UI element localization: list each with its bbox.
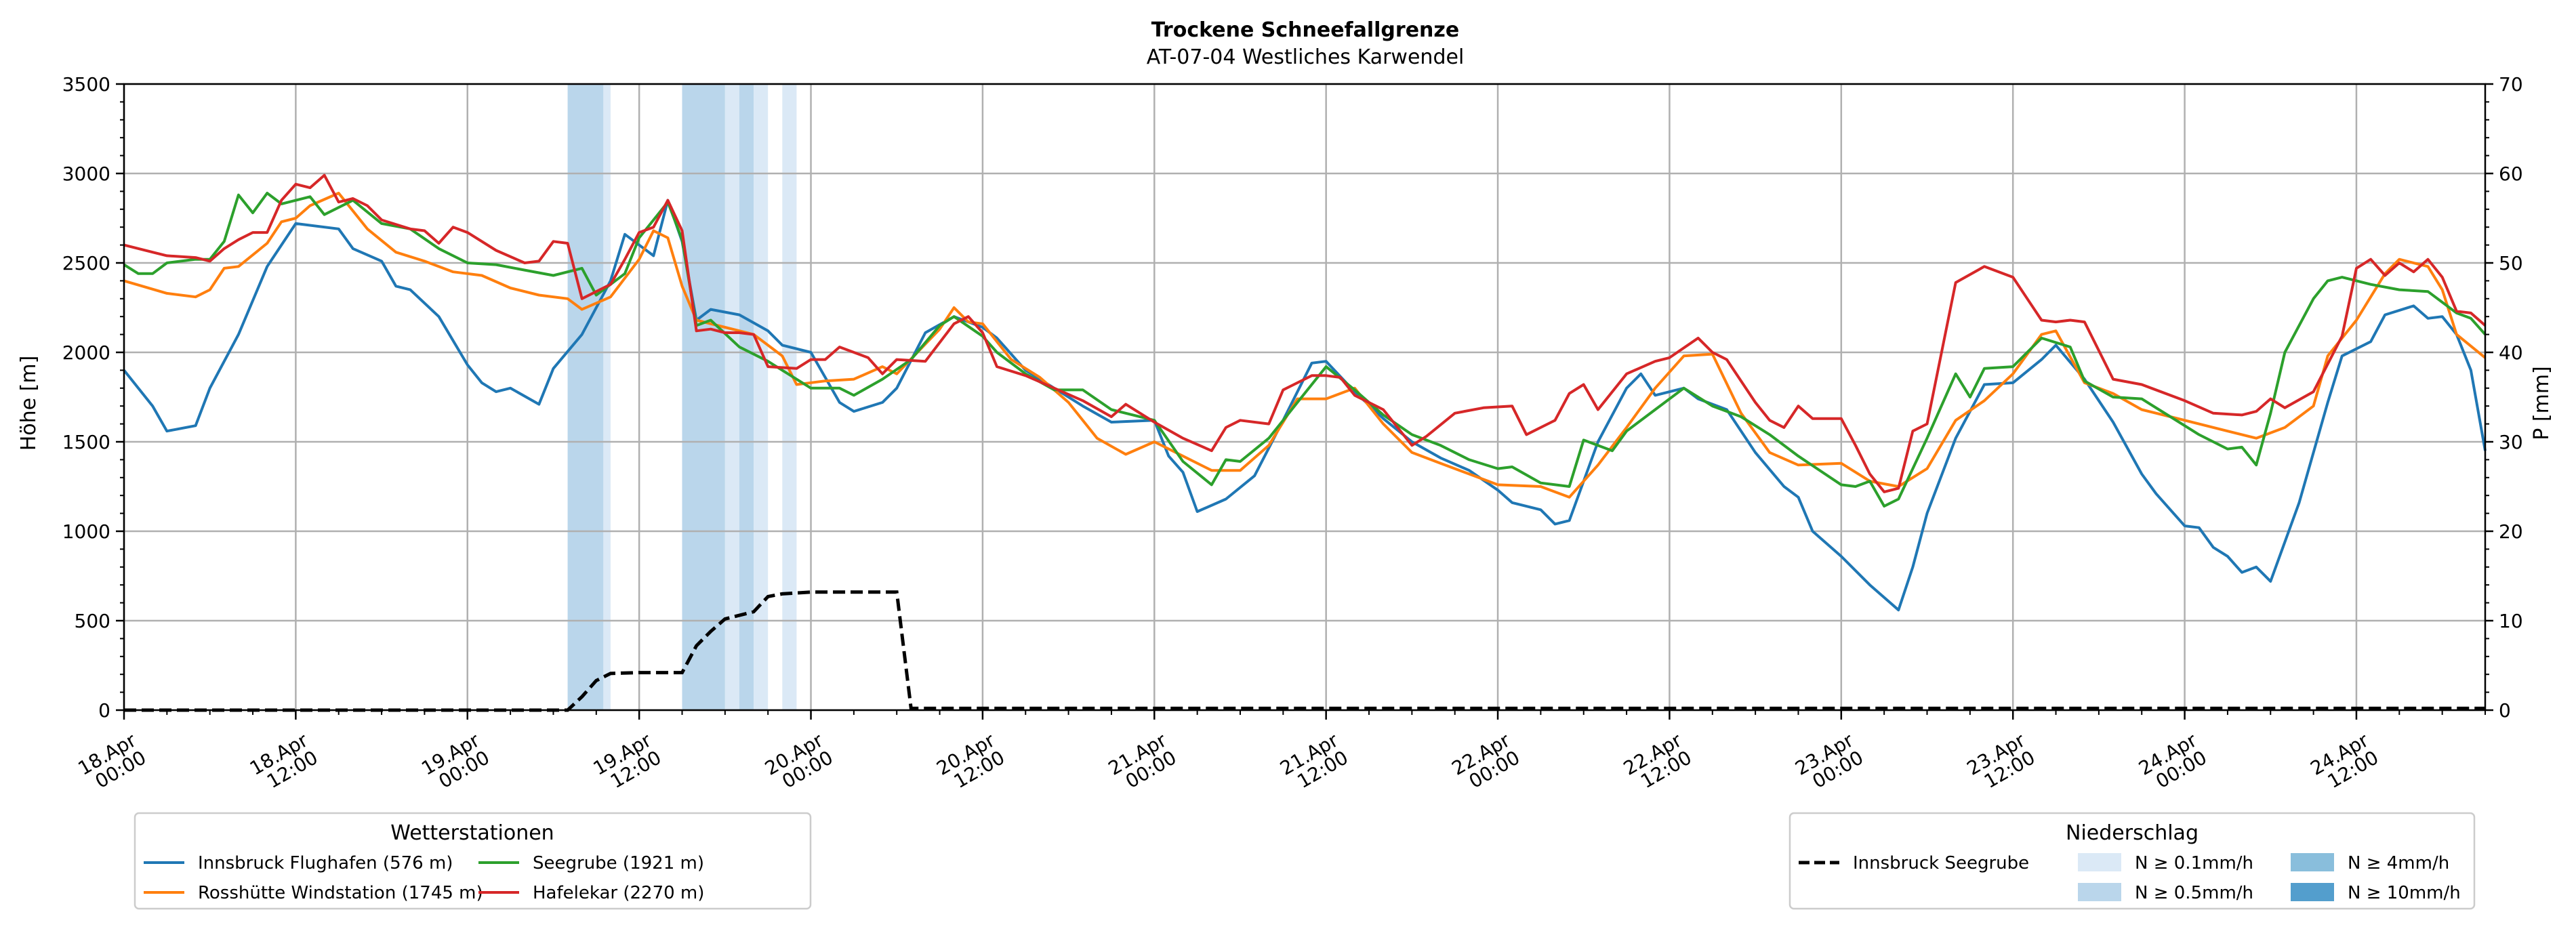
- legend-label: Seegrube (1921 m): [533, 853, 704, 873]
- series-line: [123, 199, 2487, 612]
- x-tick-label: 18.Apr12:00: [246, 728, 322, 797]
- x-tick-label: 20.Apr12:00: [933, 728, 1008, 797]
- x-tick-label: 22.Apr12:00: [1620, 728, 1696, 797]
- precip-line: [124, 590, 2485, 712]
- legend-label: Hafelekar (2270 m): [533, 883, 704, 903]
- y2-tick-label: 70: [2499, 73, 2523, 96]
- x-tick-label: 21.Apr00:00: [1105, 728, 1181, 797]
- precip-band: [739, 84, 754, 710]
- legend-precip-title: Niederschlag: [2066, 821, 2199, 845]
- y-tick-label: 2500: [62, 252, 110, 274]
- series-line: [123, 192, 2487, 499]
- legend-label: Innsbruck Seegrube: [1853, 853, 2029, 873]
- x-tick-label: 23.Apr12:00: [1963, 728, 2039, 797]
- x-tick-label: 23.Apr00:00: [1791, 728, 1867, 797]
- y-tick-label: 1000: [62, 520, 110, 543]
- x-tick-label: 18.Apr00:00: [74, 728, 150, 797]
- y2-tick-label: 0: [2499, 699, 2511, 722]
- legend-label: Rosshütte Windstation (1745 m): [198, 883, 483, 903]
- x-tick-label: 21.Apr12:00: [1276, 728, 1352, 797]
- series-lines: [123, 173, 2487, 712]
- chart-title: Trockene Schneefallgrenze: [1151, 18, 1459, 42]
- y2-tick-label: 10: [2499, 610, 2523, 632]
- chart-subtitle: AT-07-04 Westliches Karwendel: [1147, 45, 1465, 69]
- legend-swatch: [2078, 883, 2121, 901]
- y-tick-label: 3500: [62, 73, 110, 96]
- x-tick-label: 20.Apr00:00: [761, 728, 837, 797]
- y2-tick-label: 30: [2499, 431, 2523, 453]
- plot-frame: [123, 83, 2487, 711]
- axes: 0 500 1000 1500 2000 2500 3000 3500 0 10 20 30 40 50 6…: [62, 73, 2523, 797]
- y2-axis-label: P [mm]: [2530, 366, 2554, 440]
- precipitation-bands: [567, 84, 797, 710]
- legend-label: N ≥ 0.5mm/h: [2135, 883, 2253, 903]
- y2-tick-label: 20: [2499, 520, 2523, 543]
- legend-label: N ≥ 0.1mm/h: [2135, 853, 2253, 873]
- precip-band: [724, 84, 739, 710]
- precip-band: [682, 84, 725, 710]
- precip-band: [754, 84, 769, 710]
- x-tick-label: 19.Apr12:00: [590, 728, 666, 797]
- x-tick-label: 24.Apr12:00: [2306, 728, 2382, 797]
- x-tick-label: 24.Apr00:00: [2135, 728, 2211, 797]
- y-tick-label: 0: [98, 699, 110, 722]
- y2-tick-label: 60: [2499, 163, 2523, 185]
- legend-label: Innsbruck Flughafen (576 m): [198, 853, 453, 873]
- precip-band: [567, 84, 604, 710]
- legend-label: N ≥ 10mm/h: [2348, 883, 2461, 903]
- x-tick-label: 19.Apr00:00: [417, 728, 493, 797]
- precip-band: [782, 84, 797, 710]
- y-tick-label: 500: [75, 610, 110, 632]
- legend-stations: Wetterstationen Innsbruck Flughafen (576 …: [134, 812, 812, 910]
- y-tick-label: 2000: [62, 342, 110, 364]
- series-line: [123, 173, 2487, 493]
- legend-stations-box: [134, 812, 812, 910]
- legend-precipitation: Niederschlag Innsbruck Seegrube N ≥ 0.1mm/…: [1788, 812, 2476, 910]
- y-tick-label: 3000: [62, 163, 110, 185]
- series-line: [123, 192, 2487, 508]
- y2-tick-label: 50: [2499, 252, 2523, 274]
- legend-label: N ≥ 4mm/h: [2348, 853, 2449, 873]
- legend-stations-title: Wetterstationen: [390, 821, 554, 845]
- precip-band: [603, 84, 611, 710]
- y-axis-label: Höhe [m]: [17, 356, 41, 451]
- legend-swatch: [2078, 853, 2121, 871]
- legend-swatch: [2291, 853, 2334, 871]
- y-tick-label: 1500: [62, 431, 110, 453]
- x-tick-label: 22.Apr00:00: [1448, 728, 1524, 797]
- legend-swatch: [2291, 883, 2334, 901]
- y2-tick-label: 40: [2499, 342, 2523, 364]
